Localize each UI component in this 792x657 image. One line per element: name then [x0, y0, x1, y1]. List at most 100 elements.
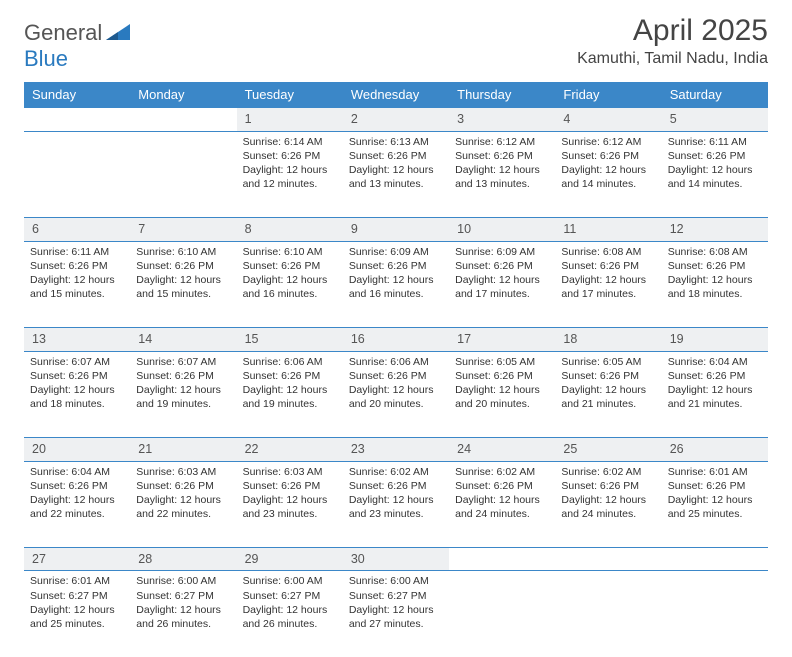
logo: General Blue: [24, 20, 130, 72]
day-number-row: 27282930: [24, 547, 768, 571]
sunset-text: Sunset: 6:26 PM: [668, 259, 762, 273]
day-detail-cell: Sunrise: 6:06 AMSunset: 6:26 PMDaylight:…: [237, 351, 343, 437]
day-detail-cell: Sunrise: 6:01 AMSunset: 6:26 PMDaylight:…: [662, 461, 768, 547]
sunset-text: Sunset: 6:26 PM: [243, 149, 337, 163]
day-detail-cell: Sunrise: 6:07 AMSunset: 6:26 PMDaylight:…: [24, 351, 130, 437]
day-header: Thursday: [449, 82, 555, 108]
sunset-text: Sunset: 6:26 PM: [30, 369, 124, 383]
day-number-cell: 16: [343, 327, 449, 351]
header: General Blue April 2025 Kamuthi, Tamil N…: [24, 14, 768, 72]
daylight-text: Daylight: 12 hours and 15 minutes.: [136, 273, 230, 301]
day-number-row: 6789101112: [24, 217, 768, 241]
daylight-text: Daylight: 12 hours and 26 minutes.: [136, 603, 230, 631]
day-number-cell: 8: [237, 217, 343, 241]
daylight-text: Daylight: 12 hours and 23 minutes.: [349, 493, 443, 521]
sunset-text: Sunset: 6:26 PM: [668, 369, 762, 383]
day-detail-cell: Sunrise: 6:10 AMSunset: 6:26 PMDaylight:…: [237, 241, 343, 327]
daylight-text: Daylight: 12 hours and 20 minutes.: [455, 383, 549, 411]
daylight-text: Daylight: 12 hours and 16 minutes.: [349, 273, 443, 301]
day-detail-cell: [449, 571, 555, 657]
daylight-text: Daylight: 12 hours and 19 minutes.: [243, 383, 337, 411]
day-number-cell: 10: [449, 217, 555, 241]
day-number-cell: 7: [130, 217, 236, 241]
sunrise-text: Sunrise: 6:03 AM: [136, 465, 230, 479]
day-number-cell: [24, 108, 130, 132]
logo-word-general: General: [24, 20, 102, 45]
day-header-row: Sunday Monday Tuesday Wednesday Thursday…: [24, 82, 768, 108]
sunset-text: Sunset: 6:27 PM: [136, 589, 230, 603]
logo-word-blue: Blue: [24, 46, 68, 71]
calendar-table: Sunday Monday Tuesday Wednesday Thursday…: [24, 82, 768, 657]
daylight-text: Daylight: 12 hours and 26 minutes.: [243, 603, 337, 631]
sunset-text: Sunset: 6:26 PM: [561, 259, 655, 273]
day-header: Tuesday: [237, 82, 343, 108]
sunrise-text: Sunrise: 6:04 AM: [30, 465, 124, 479]
sunrise-text: Sunrise: 6:09 AM: [349, 245, 443, 259]
day-detail-row: Sunrise: 6:14 AMSunset: 6:26 PMDaylight:…: [24, 131, 768, 217]
sunset-text: Sunset: 6:26 PM: [30, 259, 124, 273]
day-header: Friday: [555, 82, 661, 108]
day-number-cell: 20: [24, 437, 130, 461]
sunrise-text: Sunrise: 6:10 AM: [136, 245, 230, 259]
day-detail-cell: Sunrise: 6:05 AMSunset: 6:26 PMDaylight:…: [449, 351, 555, 437]
sunset-text: Sunset: 6:26 PM: [136, 259, 230, 273]
day-header: Wednesday: [343, 82, 449, 108]
sunrise-text: Sunrise: 6:05 AM: [561, 355, 655, 369]
daylight-text: Daylight: 12 hours and 14 minutes.: [561, 163, 655, 191]
day-detail-cell: [130, 131, 236, 217]
day-number-row: 20212223242526: [24, 437, 768, 461]
sunrise-text: Sunrise: 6:11 AM: [30, 245, 124, 259]
day-detail-cell: Sunrise: 6:06 AMSunset: 6:26 PMDaylight:…: [343, 351, 449, 437]
daylight-text: Daylight: 12 hours and 13 minutes.: [455, 163, 549, 191]
day-detail-cell: [24, 131, 130, 217]
sunrise-text: Sunrise: 6:12 AM: [455, 135, 549, 149]
month-title: April 2025: [577, 14, 768, 48]
daylight-text: Daylight: 12 hours and 22 minutes.: [136, 493, 230, 521]
day-number-cell: [449, 547, 555, 571]
day-number-cell: 22: [237, 437, 343, 461]
sunset-text: Sunset: 6:26 PM: [243, 259, 337, 273]
day-detail-row: Sunrise: 6:04 AMSunset: 6:26 PMDaylight:…: [24, 461, 768, 547]
sunset-text: Sunset: 6:26 PM: [243, 479, 337, 493]
day-number-row: 13141516171819: [24, 327, 768, 351]
day-detail-cell: Sunrise: 6:08 AMSunset: 6:26 PMDaylight:…: [555, 241, 661, 327]
day-detail-cell: Sunrise: 6:02 AMSunset: 6:26 PMDaylight:…: [555, 461, 661, 547]
sunset-text: Sunset: 6:26 PM: [668, 149, 762, 163]
day-number-cell: [662, 547, 768, 571]
day-number-cell: 12: [662, 217, 768, 241]
day-detail-cell: [662, 571, 768, 657]
day-detail-row: Sunrise: 6:07 AMSunset: 6:26 PMDaylight:…: [24, 351, 768, 437]
day-detail-cell: Sunrise: 6:04 AMSunset: 6:26 PMDaylight:…: [24, 461, 130, 547]
daylight-text: Daylight: 12 hours and 22 minutes.: [30, 493, 124, 521]
day-number-cell: 29: [237, 547, 343, 571]
sunrise-text: Sunrise: 6:06 AM: [349, 355, 443, 369]
sunrise-text: Sunrise: 6:02 AM: [561, 465, 655, 479]
day-detail-cell: [555, 571, 661, 657]
daylight-text: Daylight: 12 hours and 18 minutes.: [30, 383, 124, 411]
daylight-text: Daylight: 12 hours and 17 minutes.: [561, 273, 655, 301]
day-detail-cell: Sunrise: 6:12 AMSunset: 6:26 PMDaylight:…: [555, 131, 661, 217]
sunrise-text: Sunrise: 6:07 AM: [30, 355, 124, 369]
day-number-cell: 9: [343, 217, 449, 241]
sunset-text: Sunset: 6:26 PM: [136, 479, 230, 493]
sunrise-text: Sunrise: 6:03 AM: [243, 465, 337, 479]
daylight-text: Daylight: 12 hours and 24 minutes.: [455, 493, 549, 521]
day-number-cell: 28: [130, 547, 236, 571]
sunrise-text: Sunrise: 6:12 AM: [561, 135, 655, 149]
daylight-text: Daylight: 12 hours and 21 minutes.: [668, 383, 762, 411]
day-detail-cell: Sunrise: 6:09 AMSunset: 6:26 PMDaylight:…: [449, 241, 555, 327]
calendar-body: 12345Sunrise: 6:14 AMSunset: 6:26 PMDayl…: [24, 108, 768, 657]
day-number-cell: 18: [555, 327, 661, 351]
location-text: Kamuthi, Tamil Nadu, India: [577, 50, 768, 68]
day-detail-cell: Sunrise: 6:12 AMSunset: 6:26 PMDaylight:…: [449, 131, 555, 217]
sunrise-text: Sunrise: 6:06 AM: [243, 355, 337, 369]
day-detail-cell: Sunrise: 6:00 AMSunset: 6:27 PMDaylight:…: [237, 571, 343, 657]
sunset-text: Sunset: 6:26 PM: [349, 259, 443, 273]
sunrise-text: Sunrise: 6:10 AM: [243, 245, 337, 259]
daylight-text: Daylight: 12 hours and 27 minutes.: [349, 603, 443, 631]
daylight-text: Daylight: 12 hours and 16 minutes.: [243, 273, 337, 301]
day-number-cell: 2: [343, 108, 449, 132]
sunrise-text: Sunrise: 6:08 AM: [668, 245, 762, 259]
sunset-text: Sunset: 6:26 PM: [136, 369, 230, 383]
day-detail-row: Sunrise: 6:01 AMSunset: 6:27 PMDaylight:…: [24, 571, 768, 657]
